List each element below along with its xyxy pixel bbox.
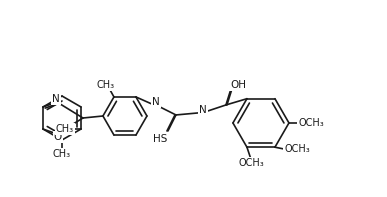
Text: CH₃: CH₃	[53, 149, 71, 159]
Text: N: N	[199, 105, 207, 115]
Text: CH₃: CH₃	[56, 124, 74, 134]
Text: OH: OH	[230, 80, 246, 90]
Text: N: N	[152, 97, 160, 107]
Text: HS: HS	[153, 134, 167, 144]
Text: OCH₃: OCH₃	[284, 144, 310, 154]
Text: OCH₃: OCH₃	[298, 118, 324, 128]
Text: OCH₃: OCH₃	[238, 158, 264, 168]
Text: N: N	[52, 94, 60, 104]
Text: O: O	[54, 132, 62, 142]
Text: CH₃: CH₃	[97, 80, 115, 90]
